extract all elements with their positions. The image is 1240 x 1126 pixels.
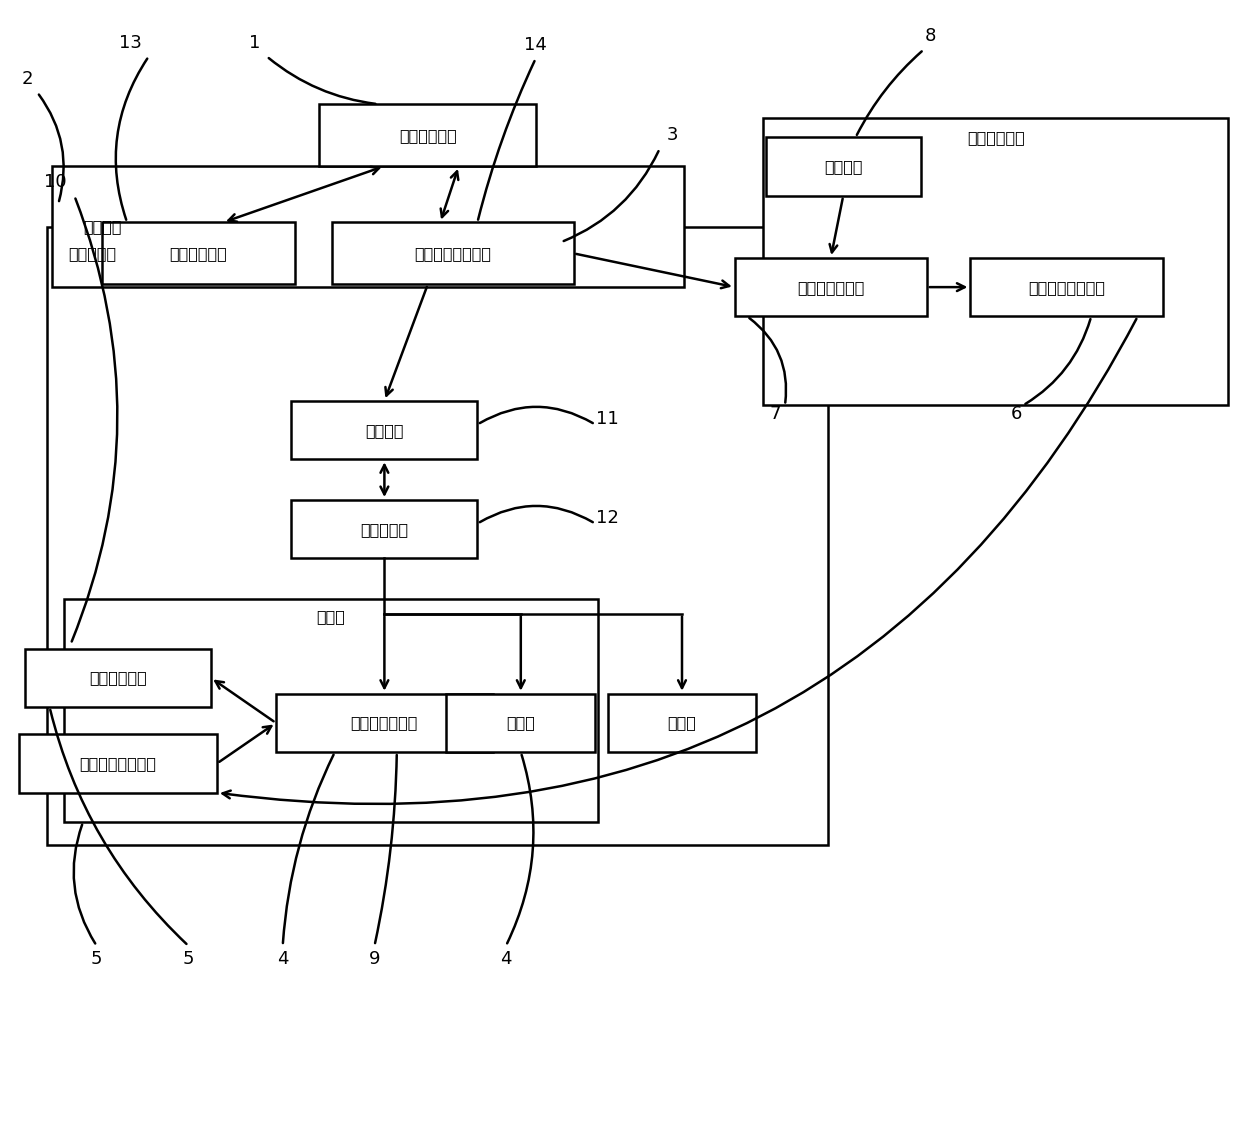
Text: 服务器端: 服务器端: [83, 218, 122, 234]
FancyArrowPatch shape: [480, 406, 593, 423]
FancyArrowPatch shape: [115, 59, 148, 220]
Text: 充电桩: 充电桩: [316, 609, 346, 625]
FancyArrowPatch shape: [480, 506, 593, 522]
FancyArrowPatch shape: [479, 61, 534, 220]
Bar: [970, 258, 1163, 316]
Text: 7: 7: [769, 405, 781, 423]
Text: 4: 4: [277, 950, 289, 968]
FancyArrowPatch shape: [51, 709, 186, 944]
FancyArrowPatch shape: [222, 319, 1136, 804]
Bar: [446, 694, 595, 752]
Text: 3: 3: [666, 126, 678, 144]
Text: 1: 1: [248, 34, 260, 52]
Text: 声光提醒单元: 声光提醒单元: [89, 670, 146, 686]
Text: 13: 13: [119, 34, 141, 52]
Text: 9: 9: [368, 950, 381, 968]
Text: 5: 5: [182, 950, 195, 968]
Text: 8: 8: [924, 27, 936, 45]
Text: 10: 10: [45, 173, 67, 191]
FancyArrowPatch shape: [269, 59, 376, 104]
Text: 4: 4: [500, 950, 512, 968]
Text: 12: 12: [596, 509, 619, 527]
Text: 11: 11: [596, 410, 619, 428]
FancyArrowPatch shape: [73, 824, 95, 944]
Text: 通讯模块: 通讯模块: [365, 422, 404, 438]
Bar: [47, 227, 828, 844]
Bar: [331, 222, 573, 284]
FancyArrowPatch shape: [857, 52, 921, 135]
Bar: [608, 694, 756, 752]
Text: 14: 14: [525, 36, 547, 54]
Bar: [291, 401, 477, 459]
Text: 定位单元: 定位单元: [823, 159, 863, 175]
Text: 分时租赁装置: 分时租赁装置: [967, 129, 1024, 145]
Text: 信息处理单元一: 信息处理单元一: [351, 715, 418, 731]
Text: 充电桩: 充电桩: [506, 715, 536, 731]
Text: 信息处理单元二: 信息处理单元二: [797, 279, 864, 295]
FancyArrowPatch shape: [283, 754, 334, 944]
Text: 充电桩: 充电桩: [667, 715, 697, 731]
Bar: [25, 649, 211, 707]
Bar: [734, 258, 928, 316]
FancyArrowPatch shape: [749, 318, 786, 403]
Bar: [64, 599, 598, 822]
Text: 集群控制器: 集群控制器: [361, 521, 408, 537]
Text: 车辆信息管理单元: 车辆信息管理单元: [414, 245, 491, 261]
FancyArrowPatch shape: [564, 151, 658, 241]
FancyArrowPatch shape: [72, 198, 118, 642]
Text: 用户手持终端: 用户手持终端: [399, 127, 456, 143]
Text: 会员管理单元: 会员管理单元: [170, 245, 227, 261]
Bar: [102, 222, 295, 284]
Bar: [766, 137, 920, 196]
FancyArrowPatch shape: [38, 95, 63, 202]
FancyArrowPatch shape: [374, 754, 397, 944]
Bar: [291, 500, 477, 558]
Text: 充电桩集群: 充电桩集群: [68, 245, 117, 261]
Bar: [52, 166, 684, 287]
Text: 无线感应发射单元: 无线感应发射单元: [1028, 279, 1105, 295]
Text: 无线感应接收单元: 无线感应接收单元: [79, 756, 156, 771]
FancyArrowPatch shape: [507, 754, 533, 944]
Bar: [763, 118, 1228, 405]
Bar: [319, 104, 536, 166]
Text: 2: 2: [21, 70, 33, 88]
Bar: [19, 734, 217, 793]
FancyArrowPatch shape: [1025, 319, 1090, 404]
Text: 6: 6: [1011, 405, 1023, 423]
Bar: [275, 694, 492, 752]
Text: 5: 5: [91, 950, 103, 968]
